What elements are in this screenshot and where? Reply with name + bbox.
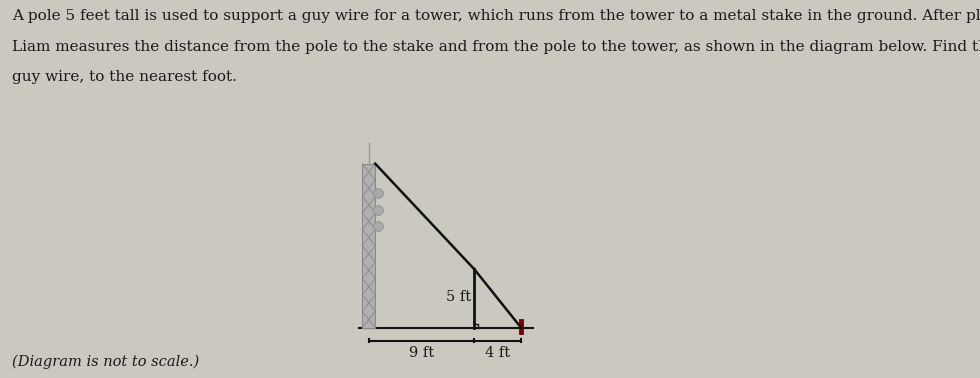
Text: guy wire, to the nearest foot.: guy wire, to the nearest foot. — [12, 70, 236, 84]
Text: 9 ft: 9 ft — [409, 346, 434, 360]
Text: Liam measures the distance from the pole to the stake and from the pole to the t: Liam measures the distance from the pole… — [12, 40, 980, 54]
Text: A pole 5 feet tall is used to support a guy wire for a tower, which runs from th: A pole 5 feet tall is used to support a … — [12, 9, 980, 23]
Text: (Diagram is not to scale.): (Diagram is not to scale.) — [12, 354, 199, 369]
Text: 4 ft: 4 ft — [485, 346, 511, 360]
Text: 5 ft: 5 ft — [446, 290, 470, 304]
Bar — [363, 164, 375, 328]
